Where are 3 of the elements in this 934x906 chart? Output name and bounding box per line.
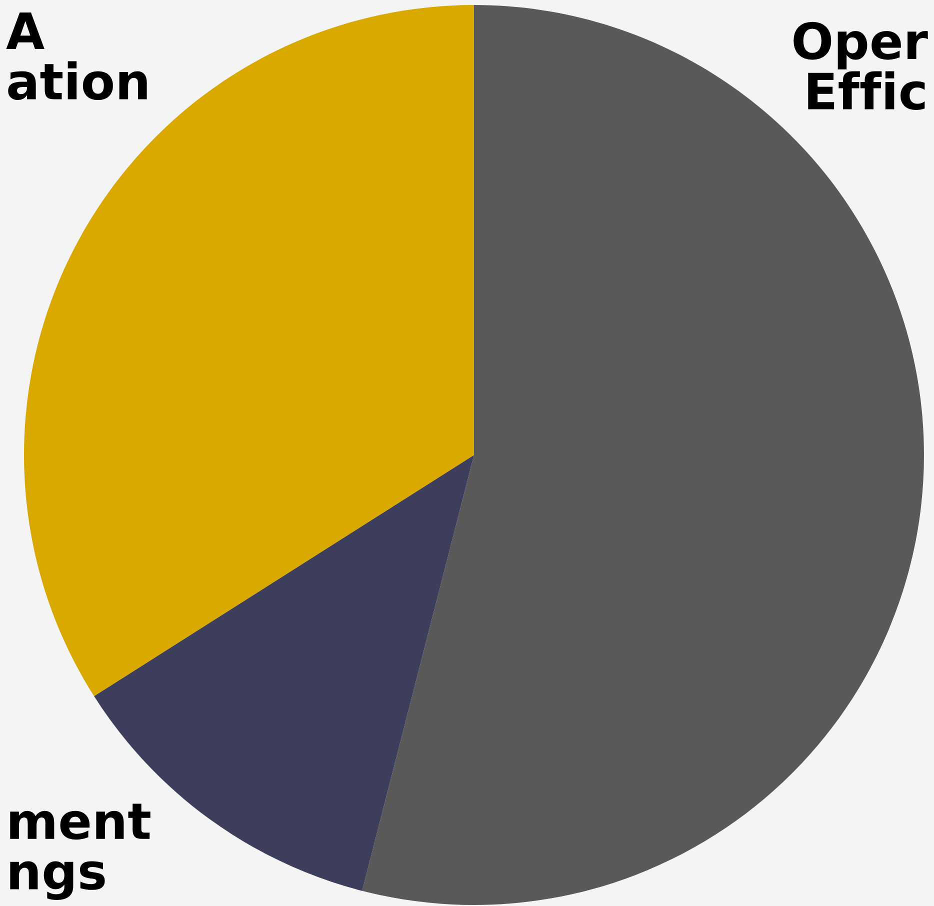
slice-label: ment ngs (10, 804, 150, 900)
slice-label: A ation (6, 12, 147, 100)
slice-label: Oper Effic (794, 22, 928, 110)
